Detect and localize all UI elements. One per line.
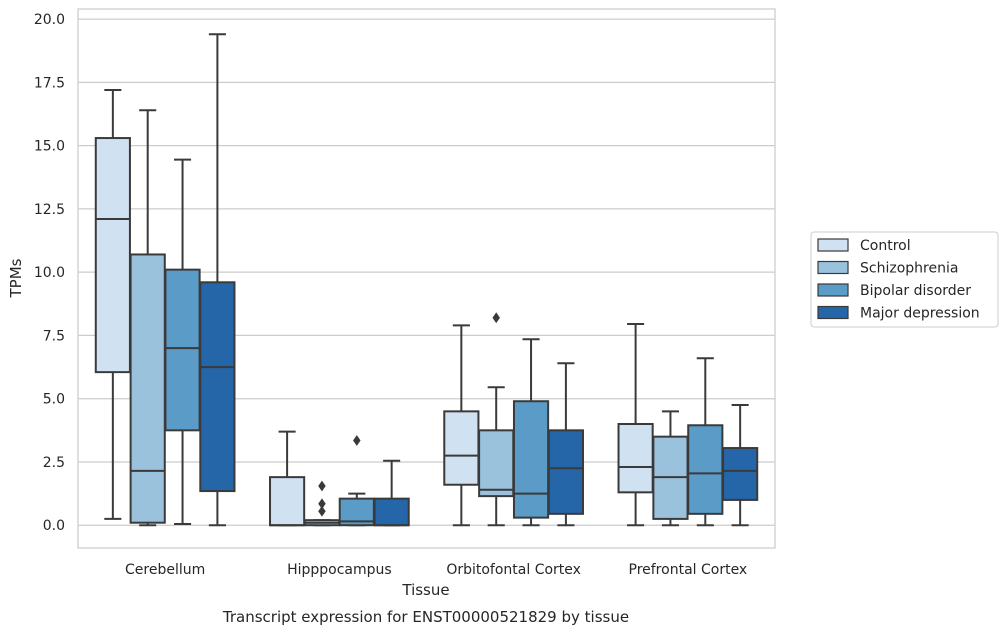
y-tick-label: 10.0 xyxy=(34,265,65,281)
x-tick-label: Hipppocampus xyxy=(287,562,392,578)
box xyxy=(443,324,480,527)
box xyxy=(617,323,654,527)
box xyxy=(269,430,306,527)
plot-frame xyxy=(77,8,776,549)
legend-item: Control xyxy=(817,238,911,254)
outlier-point xyxy=(318,505,326,517)
y-axis-ticks: 0.0 2.5 5.0 7.5 10.0 12.5 15.0 17.5 20.0 xyxy=(34,12,65,534)
legend-item: Major depression xyxy=(817,305,980,322)
x-axis-ticks: Cerebellum Hipppocampus Orbitofontal Corte… xyxy=(125,562,747,578)
box-body xyxy=(443,410,480,486)
legend-label: Major depression xyxy=(860,306,980,322)
box xyxy=(722,404,759,527)
x-axis-title: Tissue xyxy=(401,581,449,599)
legend-item: Bipolar disorder xyxy=(817,283,971,299)
series-schizophrenia xyxy=(129,109,689,527)
legend-frame xyxy=(810,231,999,328)
box xyxy=(94,88,131,520)
y-tick-label: 5.0 xyxy=(43,392,65,408)
box-body xyxy=(512,400,550,519)
box xyxy=(303,480,341,527)
series-control xyxy=(94,88,654,527)
box-body xyxy=(199,281,236,493)
box-body xyxy=(478,429,515,498)
box xyxy=(512,338,550,527)
y-tick-label: 15.0 xyxy=(34,139,65,155)
legend-swatch xyxy=(817,260,849,275)
y-tick-label: 17.5 xyxy=(34,75,65,91)
y-tick-label: 0.0 xyxy=(43,518,65,534)
x-tick-label: Orbitofontal Cortex xyxy=(446,562,581,578)
y-tick-label: 2.5 xyxy=(43,455,65,471)
box-body xyxy=(722,447,759,501)
box-body xyxy=(164,268,201,432)
legend-item: Schizophrenia xyxy=(817,260,958,277)
box xyxy=(478,312,515,527)
outlier-point xyxy=(318,498,326,510)
legend-swatch xyxy=(817,305,849,320)
box xyxy=(129,109,166,527)
outlier-point xyxy=(492,312,500,324)
box-plot-series xyxy=(94,33,759,527)
box-body xyxy=(373,497,410,527)
y-tick-label: 20.0 xyxy=(34,12,65,28)
box xyxy=(164,158,201,525)
legend-label: Control xyxy=(860,238,911,254)
legend-label: Schizophrenia xyxy=(860,261,958,277)
legend-label: Bipolar disorder xyxy=(860,283,971,299)
legend-swatch xyxy=(817,283,849,297)
x-tick-label: Cerebellum xyxy=(125,562,205,578)
box-body xyxy=(617,423,654,494)
box xyxy=(687,357,724,527)
legend: Control Schizophrenia Bipolar disorder Majo… xyxy=(810,231,999,328)
chart-caption: Transcript expression for ENST0000052182… xyxy=(222,608,629,626)
box-body xyxy=(94,137,131,374)
box-body xyxy=(547,429,584,515)
box xyxy=(547,362,584,527)
legend-swatch xyxy=(817,238,849,252)
box xyxy=(373,459,410,527)
y-tick-label: 12.5 xyxy=(34,202,65,218)
series-major-depression xyxy=(199,33,759,527)
box xyxy=(199,33,236,527)
y-axis-title: TPMs xyxy=(7,258,25,298)
outlier-point xyxy=(353,435,361,446)
box xyxy=(338,435,375,527)
box-body xyxy=(687,424,724,515)
box-body xyxy=(129,253,166,524)
outlier-point xyxy=(318,480,326,492)
box-body xyxy=(269,476,306,527)
y-tick-label: 7.5 xyxy=(43,328,65,344)
box xyxy=(652,410,689,527)
x-tick-label: Prefrontal Cortex xyxy=(629,562,748,578)
